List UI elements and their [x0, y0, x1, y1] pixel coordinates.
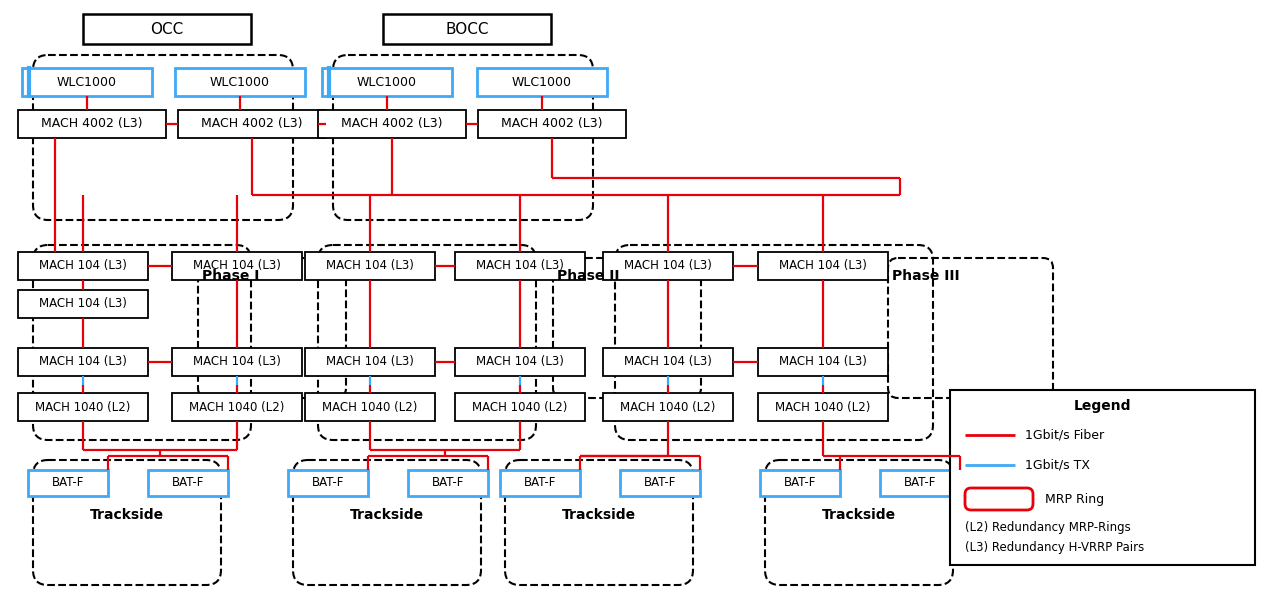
Text: MACH 104 (L3): MACH 104 (L3): [476, 259, 564, 273]
Text: BAT-F: BAT-F: [783, 477, 817, 489]
Bar: [950, 390, 1254, 565]
Text: BAT-F: BAT-F: [644, 477, 676, 489]
Bar: [881, 470, 960, 496]
Bar: [18, 348, 148, 376]
Bar: [454, 252, 585, 280]
Text: BOCC: BOCC: [445, 22, 489, 37]
Bar: [477, 68, 607, 96]
Bar: [620, 470, 700, 496]
Bar: [288, 470, 369, 496]
Text: Legend: Legend: [1074, 399, 1132, 413]
Bar: [454, 348, 585, 376]
Text: MACH 104 (L3): MACH 104 (L3): [193, 259, 280, 273]
Text: WLC1000: WLC1000: [357, 75, 417, 88]
Text: MACH 104 (L3): MACH 104 (L3): [780, 356, 867, 368]
Text: MACH 1040 (L2): MACH 1040 (L2): [472, 400, 568, 414]
Bar: [323, 68, 452, 96]
Text: (L3) Redundancy H-VRRP Pairs: (L3) Redundancy H-VRRP Pairs: [965, 542, 1144, 554]
Text: WLC1000: WLC1000: [512, 75, 572, 88]
Bar: [603, 252, 733, 280]
Text: MACH 104 (L3): MACH 104 (L3): [625, 356, 712, 368]
Text: Phase I: Phase I: [202, 269, 260, 283]
Text: MACH 104 (L3): MACH 104 (L3): [40, 356, 127, 368]
Bar: [758, 348, 888, 376]
Text: MACH 4002 (L3): MACH 4002 (L3): [342, 117, 443, 131]
Text: Phase III: Phase III: [892, 269, 960, 283]
Text: MACH 104 (L3): MACH 104 (L3): [326, 356, 413, 368]
Text: MACH 104 (L3): MACH 104 (L3): [40, 297, 127, 311]
Text: MACH 4002 (L3): MACH 4002 (L3): [41, 117, 143, 131]
FancyBboxPatch shape: [965, 488, 1033, 510]
Bar: [148, 470, 228, 496]
Bar: [454, 393, 585, 421]
Text: WLC1000: WLC1000: [210, 75, 270, 88]
Bar: [172, 252, 302, 280]
Text: MACH 104 (L3): MACH 104 (L3): [193, 356, 280, 368]
Bar: [603, 348, 733, 376]
Bar: [28, 470, 108, 496]
Bar: [18, 290, 148, 318]
Text: MACH 4002 (L3): MACH 4002 (L3): [502, 117, 603, 131]
Text: BAT-F: BAT-F: [51, 477, 84, 489]
Text: MACH 1040 (L2): MACH 1040 (L2): [323, 400, 417, 414]
Bar: [178, 110, 326, 138]
Text: BAT-F: BAT-F: [904, 477, 936, 489]
Text: MACH 104 (L3): MACH 104 (L3): [476, 356, 564, 368]
Text: MACH 4002 (L3): MACH 4002 (L3): [201, 117, 303, 131]
Text: MACH 1040 (L2): MACH 1040 (L2): [776, 400, 870, 414]
Bar: [22, 68, 152, 96]
Bar: [758, 252, 888, 280]
Text: MRP Ring: MRP Ring: [1044, 492, 1105, 506]
Bar: [317, 110, 466, 138]
Text: MACH 104 (L3): MACH 104 (L3): [625, 259, 712, 273]
Text: Trackside: Trackside: [562, 508, 636, 522]
Text: BAT-F: BAT-F: [431, 477, 465, 489]
Text: Trackside: Trackside: [349, 508, 424, 522]
Text: MACH 1040 (L2): MACH 1040 (L2): [36, 400, 131, 414]
Bar: [500, 470, 580, 496]
Text: WLC1000: WLC1000: [58, 75, 116, 88]
Text: MACH 1040 (L2): MACH 1040 (L2): [621, 400, 716, 414]
Text: (L2) Redundancy MRP-Rings: (L2) Redundancy MRP-Rings: [965, 521, 1130, 535]
Bar: [758, 393, 888, 421]
Text: MACH 104 (L3): MACH 104 (L3): [780, 259, 867, 273]
Bar: [760, 470, 840, 496]
Bar: [383, 14, 550, 44]
Bar: [18, 252, 148, 280]
Text: OCC: OCC: [150, 22, 183, 37]
Text: BAT-F: BAT-F: [172, 477, 205, 489]
Text: MACH 104 (L3): MACH 104 (L3): [40, 259, 127, 273]
Bar: [18, 393, 148, 421]
Text: 1Gbit/s TX: 1Gbit/s TX: [1025, 459, 1091, 471]
Bar: [305, 348, 435, 376]
Text: 1Gbit/s Fiber: 1Gbit/s Fiber: [1025, 429, 1105, 441]
Text: Trackside: Trackside: [822, 508, 896, 522]
Bar: [305, 393, 435, 421]
Bar: [603, 393, 733, 421]
Text: MACH 1040 (L2): MACH 1040 (L2): [189, 400, 284, 414]
Bar: [408, 470, 488, 496]
Text: MACH 104 (L3): MACH 104 (L3): [326, 259, 413, 273]
Bar: [305, 252, 435, 280]
Bar: [172, 393, 302, 421]
Bar: [172, 348, 302, 376]
Text: BAT-F: BAT-F: [312, 477, 344, 489]
Text: Trackside: Trackside: [90, 508, 164, 522]
Text: BAT-F: BAT-F: [524, 477, 557, 489]
Bar: [175, 68, 305, 96]
Bar: [18, 110, 166, 138]
Text: Phase II: Phase II: [557, 269, 620, 283]
Bar: [477, 110, 626, 138]
Bar: [83, 14, 251, 44]
